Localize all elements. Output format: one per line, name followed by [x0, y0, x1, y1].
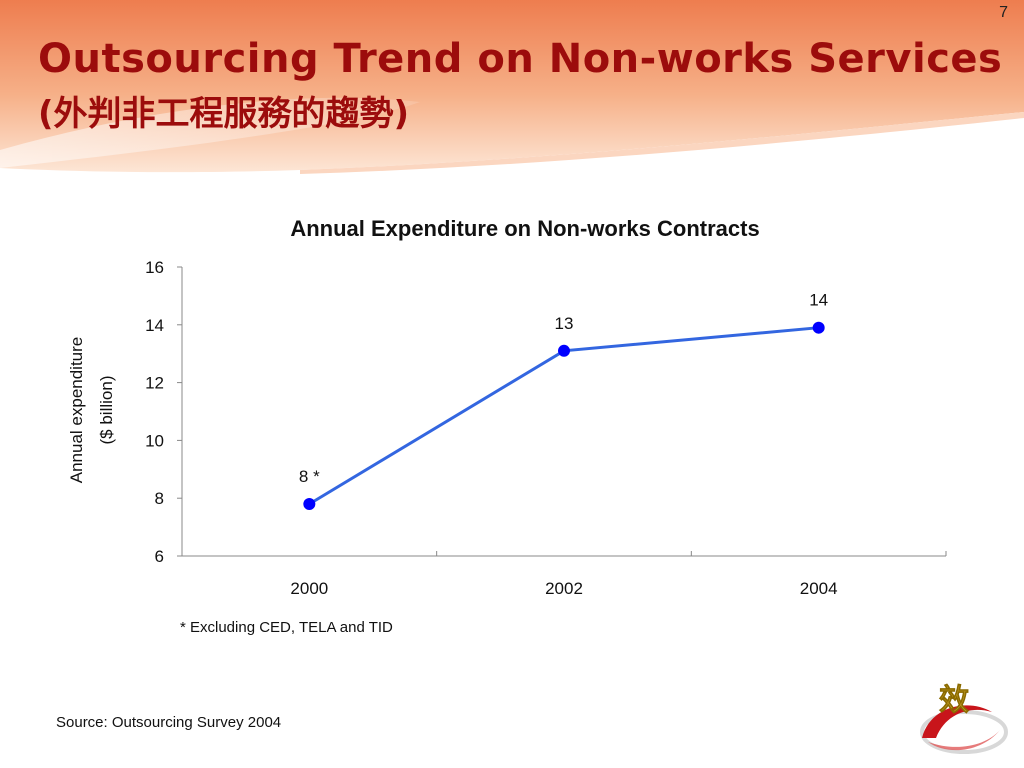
y-tick-label: 8 — [155, 489, 164, 508]
y-axis-title-line2: ($ billion) — [97, 376, 116, 445]
data-point — [303, 497, 316, 510]
data-label: 13 — [555, 314, 574, 333]
y-tick-label: 6 — [155, 547, 164, 566]
x-tick-label: 2004 — [800, 579, 838, 598]
x-tick-label: 2002 — [545, 579, 583, 598]
header-banner — [0, 0, 1024, 174]
data-point — [558, 344, 570, 357]
slide-subtitle-chinese: (外判非工程服務的趨勢) — [38, 94, 410, 134]
chart-title: Annual Expenditure on Non-works Contract… — [290, 216, 759, 241]
y-axis-title: Annual expenditure ($ billion) — [67, 337, 116, 484]
y-axis-title-line1: Annual expenditure — [67, 337, 86, 484]
organization-logo: 效 — [920, 683, 1008, 754]
y-tick-label: 16 — [145, 258, 164, 277]
x-tick-label: 2000 — [290, 579, 328, 598]
y-tick-label: 12 — [145, 374, 164, 393]
chart-axes: 6 8 10 12 14 16 2000 2002 2004 — [145, 258, 947, 598]
line-chart: Annual Expenditure on Non-works Contract… — [67, 216, 947, 598]
logo-character: 效 — [939, 683, 969, 718]
chart-footnote: * Excluding CED, TELA and TID — [180, 619, 393, 636]
y-tick-label: 10 — [145, 431, 164, 450]
y-tick-label: 14 — [145, 316, 164, 335]
data-point — [812, 321, 825, 334]
data-label: 14 — [809, 291, 828, 310]
source-note: Source: Outsourcing Survey 2004 — [56, 714, 282, 731]
data-label: 8 * — [299, 467, 320, 486]
chart-marks: 8 * 13 14 — [299, 291, 828, 510]
slide-title: Outsourcing Trend on Non-works Services — [38, 36, 1003, 82]
page-number: 7 — [999, 4, 1008, 21]
